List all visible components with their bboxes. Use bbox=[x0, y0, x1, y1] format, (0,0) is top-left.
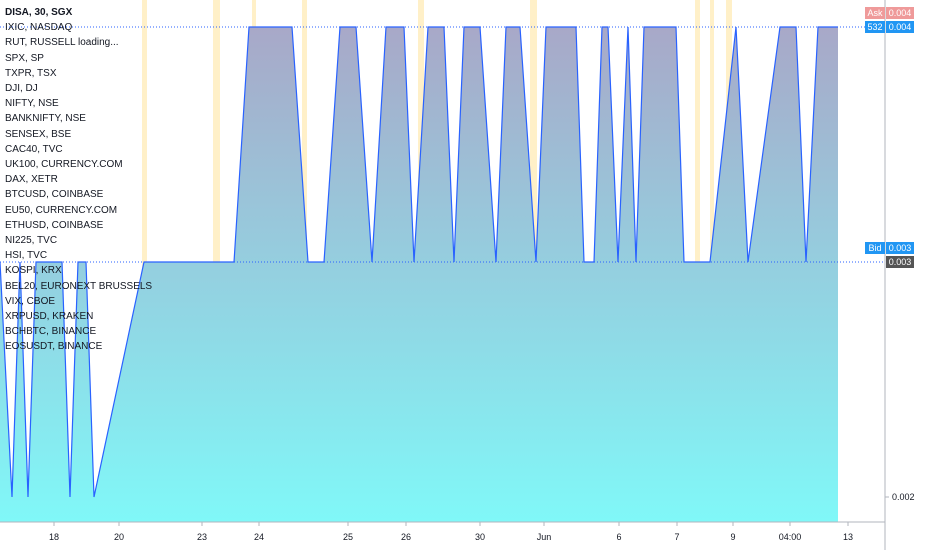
x-tick-label: Jun bbox=[537, 532, 552, 542]
x-tick-label: 04:00 bbox=[779, 532, 802, 542]
last-price-text: 0.003 bbox=[889, 257, 912, 267]
session-highlight bbox=[213, 0, 220, 522]
legend-symbol[interactable]: SPX, SP bbox=[5, 52, 44, 64]
legend-symbol[interactable]: VIX, CBOE bbox=[5, 295, 56, 307]
last-price-box[interactable] bbox=[886, 256, 914, 268]
legend-symbol-list[interactable]: IXIC, NASDAQ RUT, RUSSELL loading... SPX, … bbox=[5, 20, 152, 354]
ask-price-text: 0.004 bbox=[889, 8, 912, 18]
bid-price-box[interactable] bbox=[886, 242, 914, 254]
ask-price-box[interactable] bbox=[886, 7, 914, 19]
volume-label-box[interactable] bbox=[865, 21, 885, 33]
symbol-legend: DISA, 30, SGX IXIC, NASDAQ RUT, RUSSELL l… bbox=[5, 5, 152, 355]
legend-symbol[interactable]: HSI, TVC bbox=[5, 250, 48, 262]
legend-symbol[interactable]: TXPR, TSX bbox=[5, 67, 57, 79]
x-tick-label: 25 bbox=[343, 532, 353, 542]
legend-symbol[interactable]: CAC40, TVC bbox=[5, 143, 63, 155]
legend-symbol[interactable]: EOSUSDT, BINANCE bbox=[5, 341, 103, 353]
axes: 18 20 23 24 25 26 30 Jun 6 7 9 04:00 13 0.002 bbox=[0, 0, 915, 550]
y-tick-label: 0.002 bbox=[892, 492, 915, 502]
legend-symbol[interactable]: EU50, CURRENCY.COM bbox=[5, 204, 118, 216]
legend-symbol[interactable]: DJI, DJ bbox=[5, 83, 38, 95]
legend-symbol[interactable]: NI225, TVC bbox=[5, 235, 58, 247]
x-tick-label: 9 bbox=[730, 532, 735, 542]
volume-label-text: 532 bbox=[867, 22, 882, 32]
x-tick-label: 23 bbox=[197, 532, 207, 542]
session-highlight bbox=[142, 0, 147, 522]
x-tick-label: 30 bbox=[475, 532, 485, 542]
x-tick-label: 13 bbox=[843, 532, 853, 542]
bid-label-text: Bid bbox=[868, 243, 881, 253]
legend-symbol[interactable]: RUT, RUSSELL loading... bbox=[5, 37, 119, 49]
legend-symbol[interactable]: UK100, CURRENCY.COM bbox=[5, 159, 123, 171]
legend-symbol[interactable]: BANKNIFTY, NSE bbox=[5, 113, 86, 125]
x-tick-label: 6 bbox=[616, 532, 621, 542]
legend-symbol[interactable]: SENSEX, BSE bbox=[5, 128, 72, 140]
x-tick-label: 7 bbox=[674, 532, 679, 542]
ask-level-price-text: 0.004 bbox=[889, 22, 912, 32]
chart-title: DISA, 30, SGX bbox=[5, 7, 73, 18]
bid-label-box[interactable] bbox=[865, 242, 885, 254]
legend-symbol[interactable]: NIFTY, NSE bbox=[5, 98, 59, 110]
ask-label-box[interactable] bbox=[865, 7, 885, 19]
legend-symbol[interactable]: BTCUSD, COINBASE bbox=[5, 189, 104, 201]
legend-symbol[interactable]: XRPUSD, KRAKEN bbox=[5, 311, 94, 323]
x-tick-label: 20 bbox=[114, 532, 124, 542]
legend-symbol[interactable]: BEL20, EURONEXT BRUSSELS bbox=[5, 280, 153, 292]
price-level-lines bbox=[0, 26, 885, 263]
ask-level-price-box[interactable] bbox=[886, 21, 914, 33]
x-tick-label: 18 bbox=[49, 532, 59, 542]
legend-symbol[interactable]: BCHBTC, BINANCE bbox=[5, 326, 97, 338]
x-tick-label: 24 bbox=[254, 532, 264, 542]
x-tick-label: 26 bbox=[401, 532, 411, 542]
series-fill bbox=[0, 27, 838, 522]
session-highlight bbox=[695, 0, 700, 522]
legend-symbol[interactable]: IXIC, NASDAQ bbox=[5, 22, 73, 34]
legend-symbol[interactable]: ETHUSD, COINBASE bbox=[5, 219, 104, 231]
legend-symbol[interactable]: DAX, XETR bbox=[5, 174, 58, 186]
ask-label-text: Ask bbox=[867, 8, 883, 18]
legend-symbol[interactable]: KOSPI, KRX bbox=[5, 265, 62, 277]
bid-price-text: 0.003 bbox=[889, 243, 912, 253]
price-labels[interactable]: Ask 0.004 532 0.004 Bid 0.003 0.003 bbox=[865, 7, 914, 268]
